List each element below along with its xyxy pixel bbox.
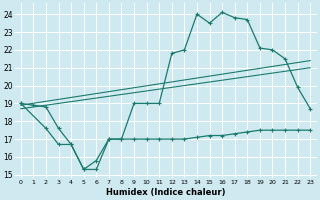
X-axis label: Humidex (Indice chaleur): Humidex (Indice chaleur) <box>106 188 225 197</box>
